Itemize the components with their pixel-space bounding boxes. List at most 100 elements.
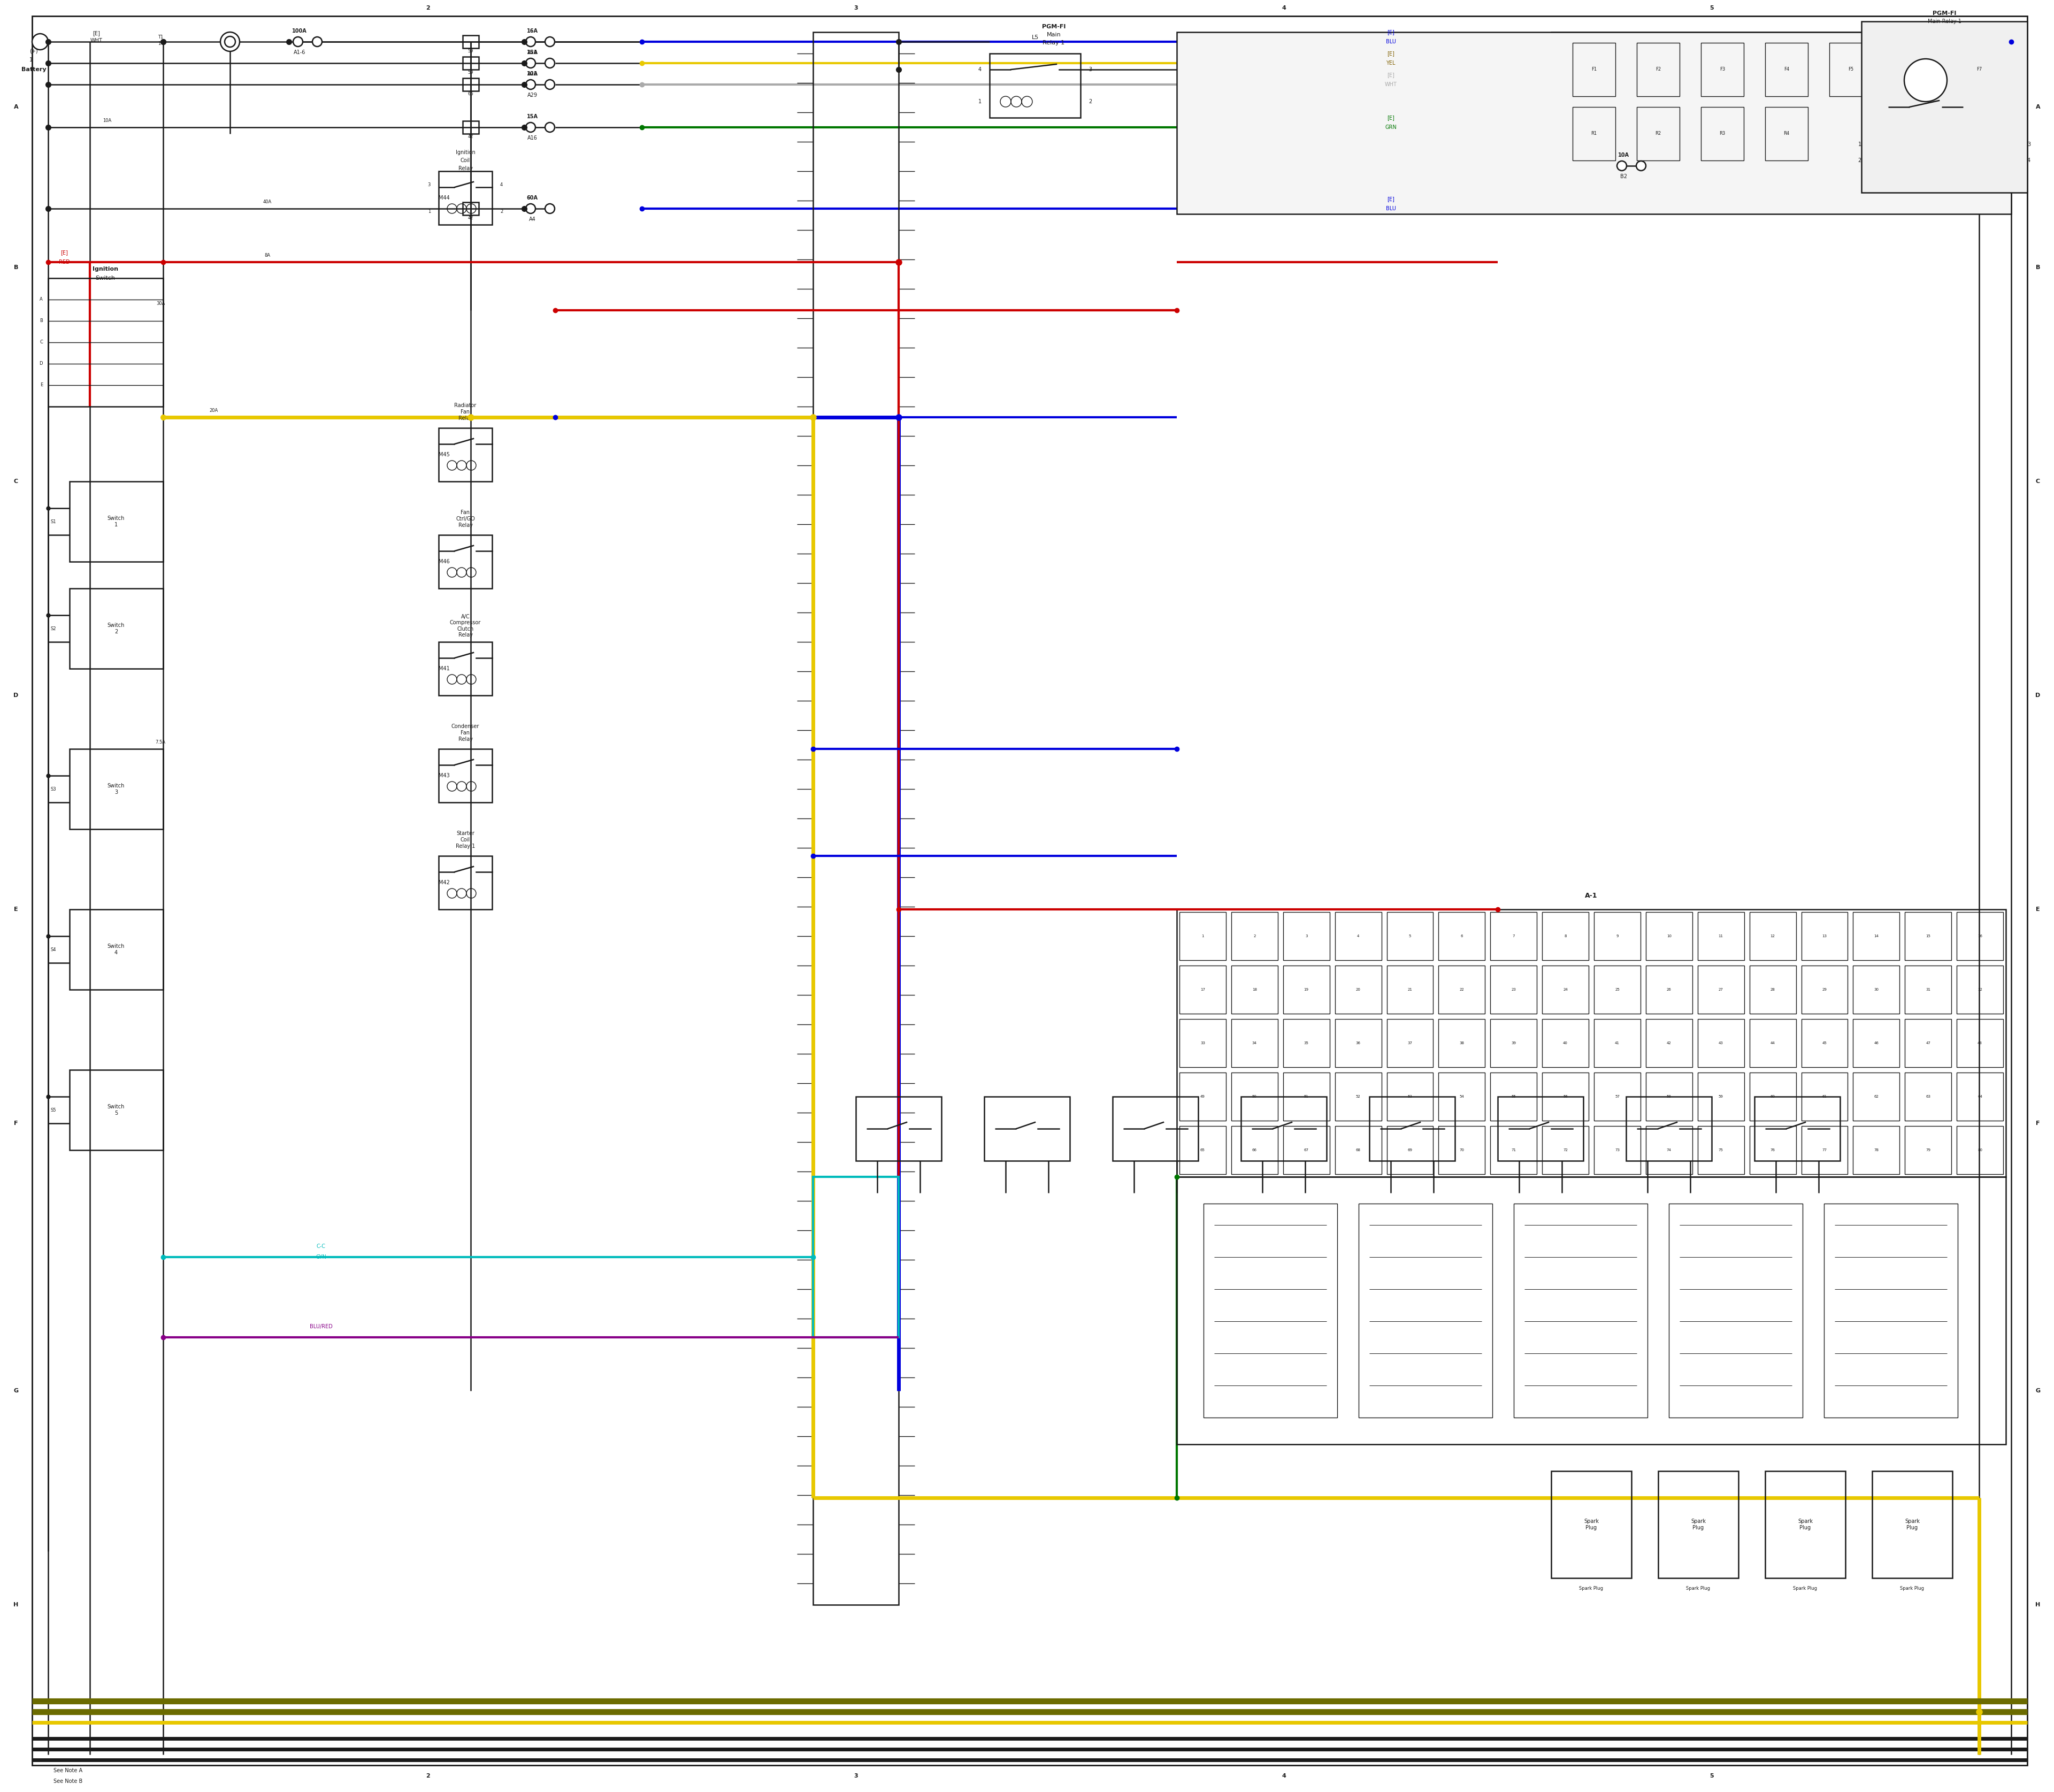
- Bar: [1514, 1204, 1647, 1417]
- Text: 8: 8: [1565, 934, 1567, 937]
- Text: [E]: [E]: [92, 30, 101, 36]
- Text: 50: 50: [1253, 1095, 1257, 1098]
- Text: BLU/RED: BLU/RED: [310, 1324, 333, 1330]
- Bar: [1551, 1471, 1631, 1579]
- Text: WHT: WHT: [1384, 82, 1397, 88]
- Text: F2: F2: [1656, 66, 1662, 72]
- Bar: [813, 1177, 900, 1337]
- Circle shape: [1616, 161, 1627, 170]
- Circle shape: [526, 204, 536, 213]
- Text: 48: 48: [1978, 1041, 1982, 1045]
- Bar: [1957, 1020, 2003, 1068]
- Bar: [1904, 1125, 1951, 1174]
- Text: 74: 74: [1666, 1149, 1672, 1152]
- Circle shape: [224, 36, 236, 47]
- Text: 30: 30: [1873, 987, 1879, 991]
- Circle shape: [544, 38, 555, 47]
- Bar: [462, 202, 479, 215]
- Text: 17: 17: [1200, 987, 1206, 991]
- Bar: [1594, 966, 1641, 1014]
- Bar: [462, 57, 479, 70]
- Bar: [1179, 1073, 1226, 1120]
- Bar: [1750, 912, 1795, 961]
- Bar: [1491, 1125, 1536, 1174]
- Text: A-1: A-1: [1586, 892, 1598, 900]
- Bar: [1668, 1204, 1803, 1417]
- Text: Starter
Coil
Relay 1: Starter Coil Relay 1: [456, 831, 474, 849]
- Text: S2: S2: [51, 625, 55, 631]
- Bar: [1750, 1073, 1795, 1120]
- Text: 52: 52: [1356, 1095, 1360, 1098]
- Bar: [1358, 1204, 1493, 1417]
- Text: 46: 46: [1873, 1041, 1879, 1045]
- Text: 36: 36: [1356, 1041, 1360, 1045]
- Text: 60A: 60A: [526, 195, 538, 201]
- Bar: [813, 32, 900, 1606]
- Text: F6: F6: [1912, 66, 1918, 72]
- Bar: [1697, 1073, 1744, 1120]
- Bar: [1179, 912, 1226, 961]
- Bar: [1438, 1125, 1485, 1174]
- Text: 15: 15: [1927, 934, 1931, 937]
- Bar: [1284, 1073, 1329, 1120]
- Bar: [1497, 1097, 1584, 1161]
- Text: 10A: 10A: [526, 72, 538, 77]
- Text: 44: 44: [1771, 1041, 1775, 1045]
- Text: 2: 2: [499, 210, 503, 213]
- Text: 45: 45: [1822, 1041, 1826, 1045]
- Bar: [1543, 1020, 1588, 1068]
- Bar: [1370, 1097, 1454, 1161]
- Bar: [1543, 966, 1588, 1014]
- Text: Spark
Plug: Spark Plug: [1904, 1520, 1920, 1530]
- Text: 8A: 8A: [265, 253, 271, 258]
- Bar: [440, 172, 493, 224]
- Text: WHT: WHT: [90, 38, 103, 43]
- Text: 20: 20: [1356, 987, 1360, 991]
- Text: 1: 1: [158, 41, 160, 47]
- Text: RED: RED: [60, 260, 70, 265]
- Text: Switch
5: Switch 5: [107, 1104, 125, 1116]
- Text: Relay 1: Relay 1: [1043, 39, 1064, 45]
- Circle shape: [526, 122, 536, 133]
- Bar: [1594, 912, 1641, 961]
- Text: M45: M45: [438, 452, 450, 457]
- Bar: [1551, 32, 2011, 192]
- Bar: [1491, 966, 1536, 1014]
- Text: 12: 12: [1771, 934, 1775, 937]
- Circle shape: [526, 38, 536, 47]
- Bar: [1801, 1073, 1849, 1120]
- Text: 3: 3: [1089, 66, 1093, 72]
- Text: 4: 4: [978, 66, 982, 72]
- Text: 47: 47: [1927, 1041, 1931, 1045]
- Bar: [1697, 1125, 1744, 1174]
- Text: B: B: [2036, 265, 2040, 271]
- Bar: [1750, 1125, 1795, 1174]
- Text: Ignition: Ignition: [92, 267, 119, 272]
- Text: Switch
3: Switch 3: [107, 783, 125, 796]
- Bar: [1543, 1073, 1588, 1120]
- Bar: [1701, 43, 1744, 97]
- Bar: [1824, 1204, 1957, 1417]
- Text: PGM-FI: PGM-FI: [1041, 23, 1066, 29]
- Text: [E]: [E]: [1386, 72, 1395, 77]
- Bar: [70, 909, 162, 989]
- Bar: [1754, 1097, 1840, 1161]
- Text: Spark
Plug: Spark Plug: [1797, 1520, 1814, 1530]
- Text: 18: 18: [1253, 987, 1257, 991]
- Text: G: G: [2036, 1389, 2040, 1394]
- Bar: [984, 1097, 1070, 1161]
- Circle shape: [544, 122, 555, 133]
- Text: A: A: [2036, 104, 2040, 109]
- Text: F4: F4: [1783, 66, 1789, 72]
- Text: C: C: [2036, 478, 2040, 484]
- Circle shape: [526, 79, 536, 90]
- Text: A21: A21: [528, 50, 538, 56]
- Bar: [1830, 43, 1871, 97]
- Text: PGM-FI: PGM-FI: [1933, 11, 1955, 16]
- Bar: [1177, 909, 2007, 1177]
- Bar: [1904, 912, 1951, 961]
- Bar: [1957, 1073, 2003, 1120]
- Text: 53: 53: [1407, 1095, 1413, 1098]
- Bar: [1573, 108, 1614, 161]
- Text: [E]: [E]: [1386, 50, 1395, 56]
